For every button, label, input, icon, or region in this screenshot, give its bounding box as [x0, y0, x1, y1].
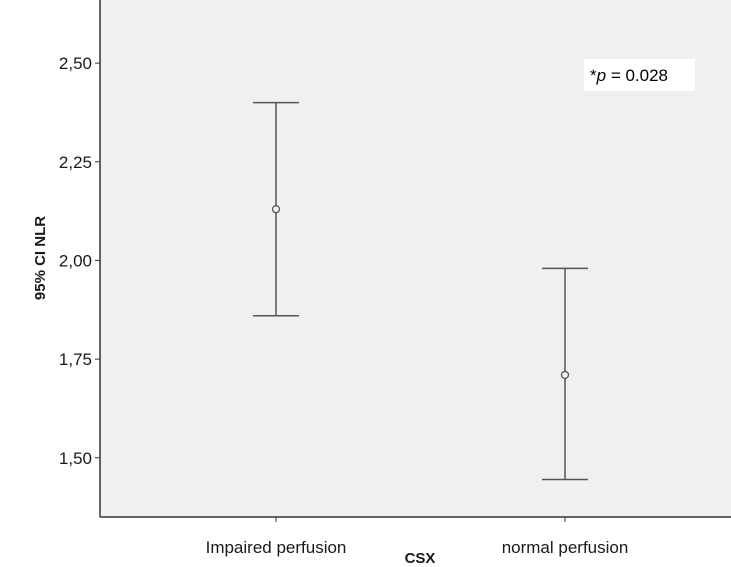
y-axis: 1,50 1,75 2,00 2,25 2,50: [59, 0, 101, 517]
annotation-value: = 0.028: [606, 66, 668, 85]
p-value-annotation: *p = 0.028: [584, 59, 695, 91]
y-tick-label: 1,50: [59, 449, 92, 468]
annotation-text: *p = 0.028: [590, 66, 668, 85]
mean-marker: [271, 205, 281, 214]
x-axis: Impaired perfusion normal perfusion: [100, 516, 731, 557]
chart-marks: [253, 101, 588, 481]
y-tick-label: 2,50: [59, 54, 92, 73]
annotation-box: [584, 59, 695, 91]
annotation-p: p: [596, 66, 606, 85]
y-axis-title: 95% CI NLR: [32, 216, 49, 300]
y-tick-label: 2,00: [59, 251, 92, 270]
y-tick-label: 1,75: [59, 350, 92, 369]
annotation-prefix: *: [590, 66, 597, 85]
y-tick-label: 2,25: [59, 153, 92, 172]
mean-marker: [560, 370, 570, 380]
x-tick-label: Impaired perfusion: [206, 538, 347, 557]
x-tick-label: normal perfusion: [502, 538, 629, 557]
x-axis-title: CSX: [405, 550, 436, 567]
